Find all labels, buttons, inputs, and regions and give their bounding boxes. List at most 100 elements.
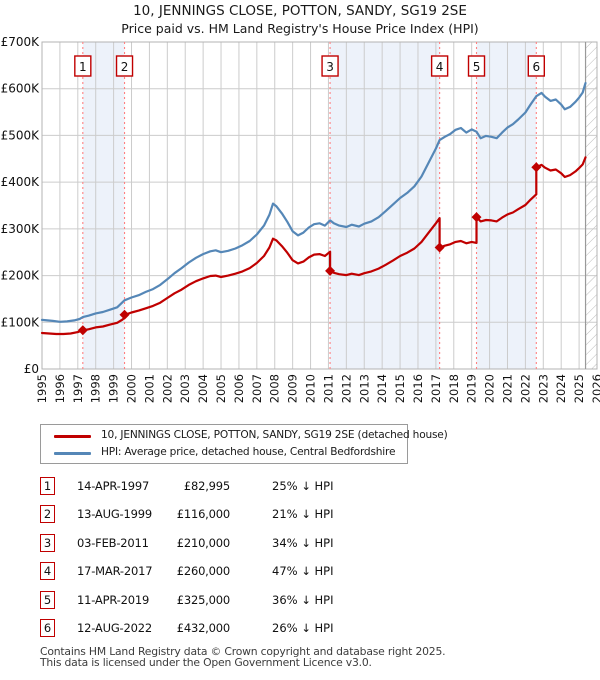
legend-label: 10, JENNINGS CLOSE, POTTON, SANDY, SG19 … [101, 429, 448, 441]
legend-label: HPI: Average price, detached house, Cent… [101, 446, 396, 458]
sale-number-text: 2 [121, 60, 129, 74]
table-row: 1 14-APR-1997 £82,995 25% ↓ HPI [0, 477, 600, 499]
sale-number-badge: 1 [40, 477, 55, 495]
x-axis-label: 2013 [357, 374, 371, 403]
legend-item-price-paid: 10, JENNINGS CLOSE, POTTON, SANDY, SG19 … [41, 428, 448, 445]
table-row: 4 17-MAR-2017 £260,000 47% ↓ HPI [0, 562, 600, 584]
sale-number-box [467, 55, 486, 77]
x-axis-label: 2011 [321, 374, 335, 403]
sale-number-text: 4 [436, 60, 444, 74]
y-axis-label: £200K [1, 269, 41, 283]
sale-date: 14-APR-1997 [77, 479, 150, 493]
x-axis-label: 2004 [196, 374, 210, 403]
hpi-line-swatch [54, 452, 91, 455]
y-axis-label: £400K [1, 175, 41, 189]
x-axis-label: 1998 [89, 374, 103, 403]
x-axis-label: 2026 [590, 374, 600, 403]
y-axis-label: £300K [1, 222, 41, 236]
x-axis-label: 2025 [572, 374, 586, 403]
sale-number-box [74, 55, 92, 77]
ownership-period-band [330, 42, 440, 369]
y-axis-label: £700K [1, 35, 41, 49]
table-row: 6 12-AUG-2022 £432,000 26% ↓ HPI [0, 619, 600, 641]
x-axis-label: 2024 [554, 374, 568, 403]
x-axis-label: 1996 [53, 374, 67, 403]
x-axis-label: 2009 [286, 374, 300, 403]
y-axis-label: £100K [1, 315, 41, 329]
x-axis-label: 2017 [429, 374, 443, 403]
y-axis-label: £600K [1, 82, 41, 96]
x-axis-label: 2016 [411, 374, 425, 403]
x-axis-label: 2002 [160, 374, 174, 403]
legend-item-hpi: HPI: Average price, detached house, Cent… [41, 445, 407, 462]
x-axis-label: 2005 [214, 374, 228, 403]
x-axis-label: 2020 [483, 374, 497, 403]
sale-number-box [115, 55, 134, 77]
y-axis-label: £0 [24, 362, 39, 376]
sale-date: 11-APR-2019 [77, 593, 150, 607]
x-axis-label: 1999 [107, 374, 121, 403]
table-row: 2 13-AUG-1999 £116,000 21% ↓ HPI [0, 505, 600, 527]
x-axis-label: 2018 [447, 374, 461, 403]
x-axis-label: 2012 [339, 374, 353, 403]
x-axis-label: 2006 [232, 374, 246, 403]
sale-number-text: 5 [473, 60, 481, 74]
sale-number-badge: 2 [40, 505, 55, 523]
sale-price: £432,000 [176, 621, 230, 635]
sale-number-text: 6 [532, 60, 540, 74]
ownership-period-band [476, 42, 537, 369]
x-axis-label: 2014 [375, 374, 389, 403]
sale-date: 12-AUG-2022 [77, 621, 152, 635]
x-axis-label: 2008 [268, 374, 282, 403]
x-axis-label: 1995 [35, 374, 49, 403]
x-axis-label: 1997 [71, 374, 85, 403]
y-axis-label: £500K [1, 128, 41, 142]
x-axis-label: 2001 [142, 374, 156, 403]
x-axis-label: 2000 [125, 374, 139, 403]
sale-number-box [430, 55, 449, 77]
sale-hpi-delta: 26% ↓ HPI [272, 621, 334, 635]
sale-hpi-delta: 21% ↓ HPI [272, 507, 334, 521]
sale-number-badge: 5 [40, 591, 55, 609]
plot-border [41, 41, 598, 370]
sale-price: £116,000 [176, 507, 230, 521]
table-row: 3 03-FEB-2011 £210,000 34% ↓ HPI [0, 534, 600, 556]
sale-hpi-delta: 25% ↓ HPI [272, 479, 334, 493]
sale-number-text: 3 [326, 60, 334, 74]
sale-number-text: 1 [79, 60, 87, 74]
sale-point-marker [77, 325, 88, 336]
x-axis-label: 2003 [178, 374, 192, 403]
page-title: 10, JENNINGS CLOSE, POTTON, SANDY, SG19 … [133, 3, 467, 19]
sale-point-marker [325, 265, 336, 276]
ownership-period-band [82, 42, 125, 369]
sale-number-box [527, 55, 546, 77]
sale-number-badge: 3 [40, 534, 55, 552]
sale-hpi-delta: 36% ↓ HPI [272, 593, 334, 607]
x-axis-label: 2022 [518, 374, 532, 403]
sale-date: 17-MAR-2017 [77, 564, 153, 578]
sale-hpi-delta: 47% ↓ HPI [272, 564, 334, 578]
sale-date: 13-AUG-1999 [77, 507, 152, 521]
sale-point-marker [531, 162, 542, 173]
licence-line: This data is licensed under the Open Gov… [40, 656, 372, 669]
sale-price: £325,000 [176, 593, 230, 607]
table-row: 5 11-APR-2019 £325,000 36% ↓ HPI [0, 591, 600, 613]
sale-date: 03-FEB-2011 [77, 536, 149, 550]
x-axis-label: 2015 [393, 374, 407, 403]
sale-price: £82,995 [183, 479, 230, 493]
sale-price: £210,000 [176, 536, 230, 550]
sale-point-marker [434, 242, 445, 253]
x-axis-label: 2019 [465, 374, 479, 403]
chart-legend: 10, JENNINGS CLOSE, POTTON, SANDY, SG19 … [40, 424, 448, 464]
sale-point-marker [119, 309, 130, 320]
price-line-swatch [54, 435, 91, 438]
copyright-line: Contains HM Land Registry data © Crown c… [40, 645, 446, 658]
hpi-series-line [40, 81, 587, 323]
sale-number-badge: 6 [40, 619, 55, 637]
sale-price: £260,000 [176, 564, 230, 578]
x-axis-label: 2021 [500, 374, 514, 403]
x-axis-label: 2007 [250, 374, 264, 403]
future-hatch-region [585, 42, 597, 369]
x-axis-label: 2023 [536, 374, 550, 403]
